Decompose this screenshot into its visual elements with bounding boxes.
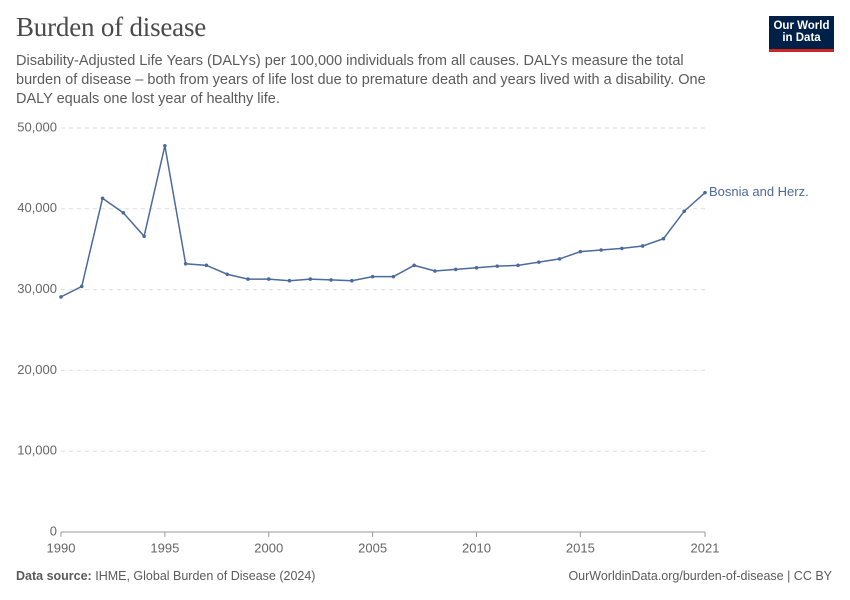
chart-subtitle: Disability-Adjusted Life Years (DALYs) p… xyxy=(16,53,706,107)
data-point xyxy=(391,274,396,279)
source-text: IHME, Global Burden of Disease (2024) xyxy=(95,569,316,583)
x-tick-label: 2021 xyxy=(691,540,720,555)
data-point xyxy=(308,277,313,281)
x-tick-label: 2015 xyxy=(566,540,595,555)
data-point xyxy=(682,209,687,214)
data-point xyxy=(329,278,333,282)
data-point xyxy=(620,246,624,251)
data-point xyxy=(266,277,271,281)
source-label: Data source: xyxy=(16,569,92,583)
data-point xyxy=(599,248,603,252)
data-point xyxy=(100,196,105,201)
data-point xyxy=(204,263,209,268)
logo[interactable]: Our World in Data xyxy=(769,16,834,52)
y-tick-label: 10,000 xyxy=(17,443,57,458)
data-point xyxy=(433,269,437,273)
data-point xyxy=(225,272,229,277)
data-point xyxy=(121,211,126,215)
data-point xyxy=(640,244,645,248)
x-tick-label: 1990 xyxy=(47,540,76,555)
data-point xyxy=(246,277,250,281)
data-point xyxy=(287,278,292,283)
series-line xyxy=(60,145,706,298)
y-tick-label: 40,000 xyxy=(17,200,57,215)
data-point xyxy=(59,295,63,299)
logo-line: in Data xyxy=(782,32,821,44)
logo-line: Our World xyxy=(773,20,830,32)
y-tick-label: 50,000 xyxy=(17,119,57,134)
data-point xyxy=(703,190,707,195)
data-point xyxy=(537,260,541,264)
x-tick-label: 2000 xyxy=(254,540,283,555)
data-point xyxy=(412,263,416,268)
data-point xyxy=(578,249,583,254)
data-point xyxy=(350,278,354,283)
data-point xyxy=(453,267,458,272)
y-tick-label: 20,000 xyxy=(17,362,57,377)
series-label: Bosnia and Herz. xyxy=(709,184,809,199)
source: Data source: IHME, Global Burden of Dise… xyxy=(16,569,315,583)
data-point xyxy=(474,265,479,270)
data-point xyxy=(163,143,167,148)
y-tick-label: 30,000 xyxy=(17,281,57,296)
data-point xyxy=(183,261,188,266)
data-point xyxy=(495,264,500,268)
y-tick-label: 0 xyxy=(50,523,57,538)
source-url[interactable]: OurWorldinData.org/burden-of-disease | C… xyxy=(568,569,832,583)
data-point xyxy=(661,236,666,241)
x-tick-label: 2010 xyxy=(462,540,491,555)
data-point xyxy=(370,274,375,279)
x-tick-label: 1995 xyxy=(150,540,179,555)
data-point xyxy=(557,257,562,261)
x-tick-label: 2005 xyxy=(358,540,387,555)
data-point xyxy=(516,263,520,268)
data-point xyxy=(142,234,146,239)
data-point xyxy=(79,284,84,289)
chart-title: Burden of disease xyxy=(16,12,207,42)
